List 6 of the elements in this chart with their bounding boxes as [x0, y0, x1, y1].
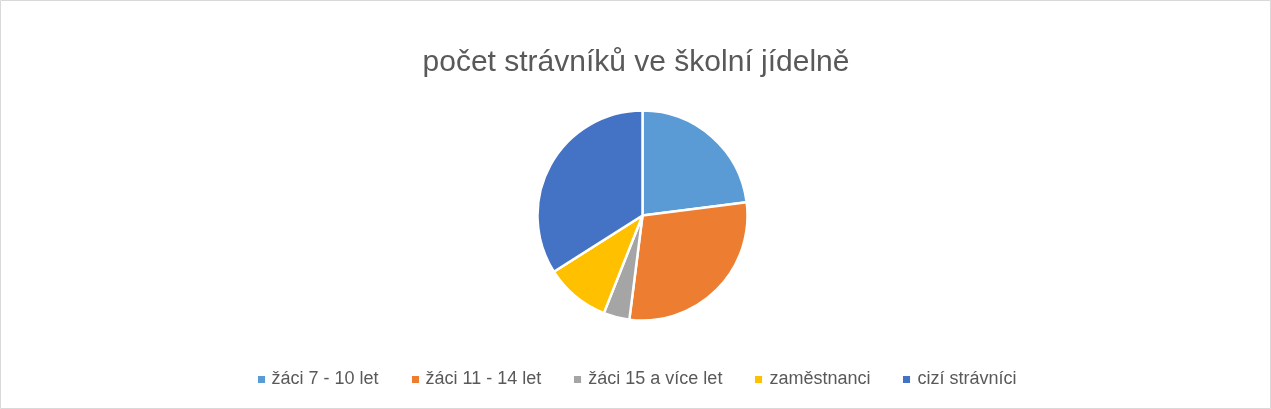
legend-label: zaměstnanci — [769, 368, 871, 389]
legend-label: žáci 15 a více let — [588, 368, 723, 389]
legend-label: cizí strávníci — [917, 368, 1017, 389]
legend-label: žáci 7 - 10 let — [271, 368, 379, 389]
chart-title: počet strávníků ve školní jídelně — [422, 44, 850, 77]
legend-label: žáci 11 - 14 let — [425, 368, 542, 389]
